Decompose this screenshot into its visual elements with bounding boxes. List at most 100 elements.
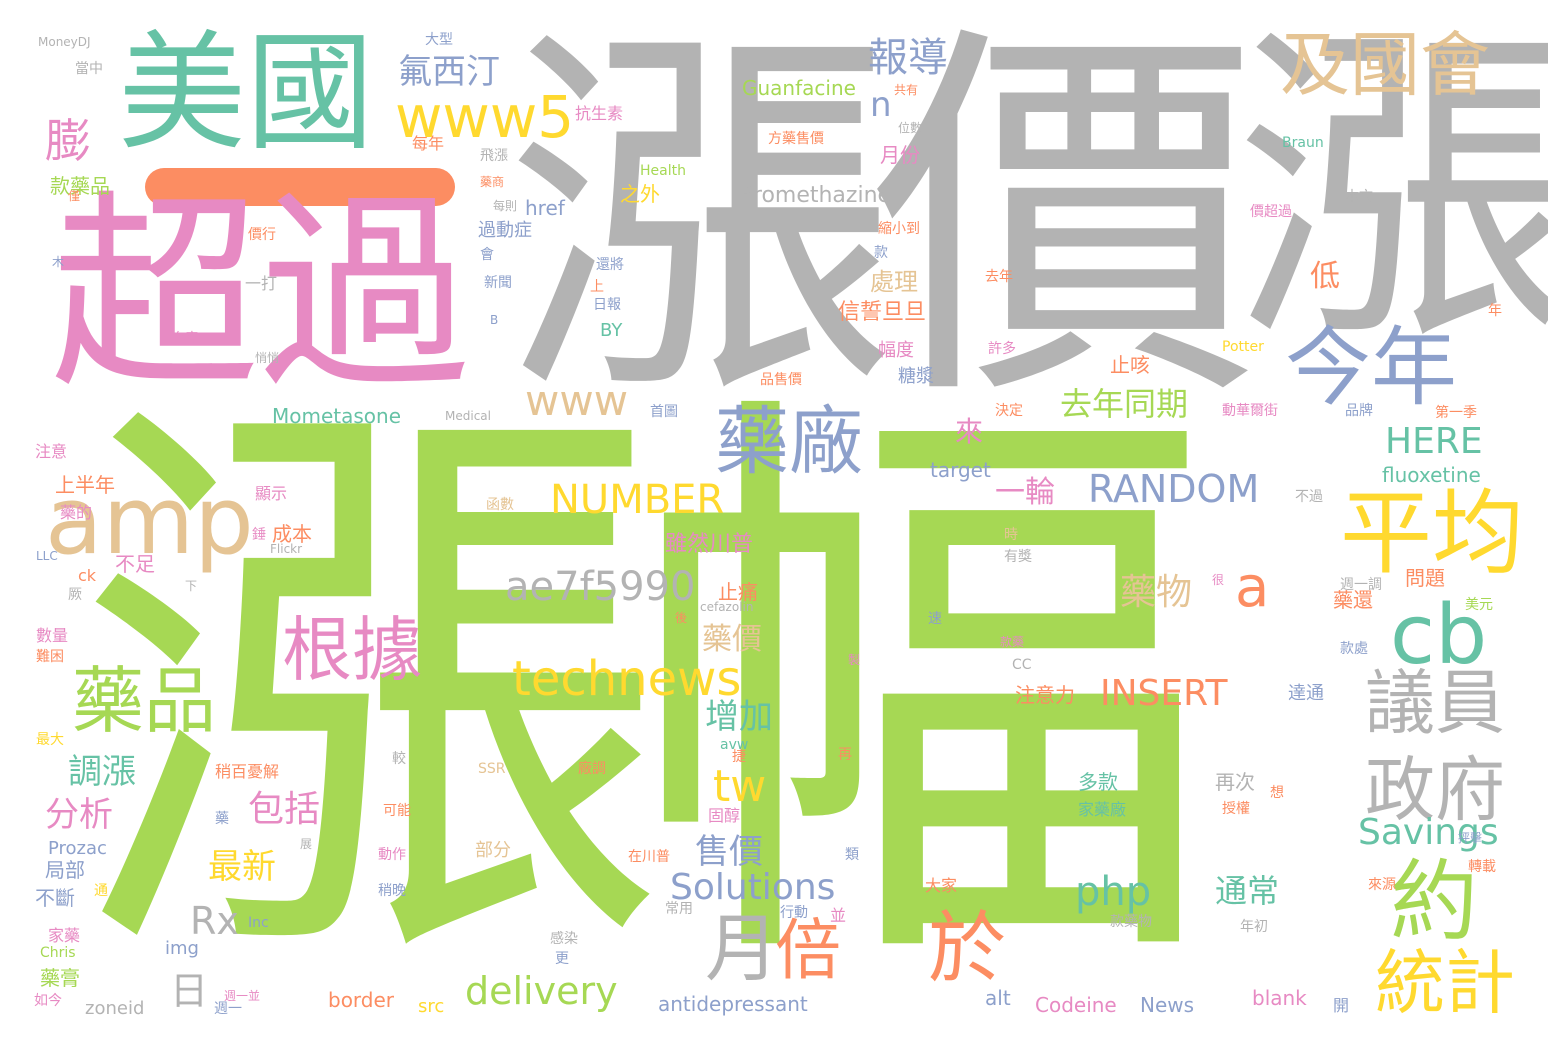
cloud-word: 於 — [928, 904, 1007, 994]
cloud-word: 款藥 — [1000, 635, 1025, 649]
cloud-word: News — [1140, 993, 1195, 1017]
cloud-word: zoneid — [85, 998, 145, 1019]
cloud-word: avw — [720, 737, 749, 753]
cloud-word: 數量 — [36, 626, 69, 645]
cloud-word: 今年 — [1285, 318, 1457, 418]
cloud-word: 許多 — [988, 341, 1016, 357]
cloud-word: 超過 — [50, 172, 471, 417]
cloud-word: 飛漲 — [480, 148, 508, 164]
cloud-word: 價行 — [248, 227, 276, 243]
cloud-word: 款 — [874, 245, 888, 261]
cloud-word: Solutions — [670, 867, 836, 908]
cloud-word: 止痛 — [718, 580, 758, 604]
cloud-word: HERE — [1385, 421, 1483, 462]
cloud-word: antidepressant — [658, 992, 808, 1016]
cloud-word: 局部 — [45, 858, 85, 882]
cloud-word: 抨擊 — [1458, 831, 1483, 845]
cloud-word: 處理 — [870, 268, 918, 296]
cloud-word: 款處 — [1340, 641, 1368, 657]
cloud-word: 品牌 — [1345, 403, 1373, 419]
cloud-word: 週一 — [214, 1001, 242, 1017]
cloud-word: 根據 — [282, 609, 422, 691]
cloud-word: www5 — [395, 83, 575, 151]
cloud-word: amp — [45, 467, 254, 576]
cloud-word: 家藥廠 — [1078, 800, 1127, 819]
decorative-bar — [145, 168, 455, 206]
cloud-word: 報導 — [868, 35, 948, 81]
cloud-word: 注意 — [35, 442, 68, 461]
cloud-word: 木 — [52, 255, 65, 269]
cloud-word: 每年 — [412, 134, 445, 153]
cloud-word: 售價 — [695, 832, 763, 872]
cloud-word: 藥商 — [480, 175, 505, 189]
cloud-word: 不足 — [115, 552, 155, 576]
cloud-word: 款藥品 — [50, 174, 110, 198]
cloud-word: BY — [600, 320, 623, 341]
cloud-word: 成本 — [272, 522, 312, 546]
cloud-word: 藥廠 — [715, 399, 863, 485]
cloud-word: Braun — [1282, 135, 1324, 151]
cloud-word: Chris — [40, 945, 76, 961]
cloud-word: 達通 — [1288, 683, 1324, 704]
cloud-word: 捷 — [732, 749, 746, 765]
cloud-word: NUMBER — [550, 477, 725, 523]
cloud-word: Rx — [190, 899, 239, 943]
cloud-word: 及國會 — [1280, 24, 1490, 106]
cloud-word: 有獎 — [1004, 549, 1032, 565]
cloud-word: 分析 — [45, 795, 113, 835]
cloud-word: www — [525, 376, 629, 425]
cloud-word: 包括 — [248, 789, 321, 830]
cloud-word: border — [328, 988, 395, 1012]
cloud-word: n — [870, 85, 892, 125]
cloud-word: 錘 — [252, 527, 266, 543]
cloud-word: Potter — [1222, 339, 1264, 355]
cloud-word: 倍 — [775, 912, 841, 989]
cloud-word: 還將 — [596, 257, 624, 273]
cloud-word: 類 — [845, 847, 859, 863]
cloud-word: 常用 — [665, 901, 693, 917]
cloud-word: 藥的 — [60, 503, 93, 522]
cloud-word: 本文 — [1345, 189, 1373, 205]
cloud-word: Codeine — [1035, 993, 1117, 1017]
cloud-word: 問題 — [1405, 566, 1445, 590]
cloud-word: 日 — [170, 969, 209, 1013]
cloud-word: 授權 — [1222, 801, 1250, 817]
cloud-word: CC — [1012, 657, 1032, 673]
cloud-word: 不過 — [1295, 489, 1323, 505]
cloud-word: MoneyDJ — [38, 35, 91, 49]
cloud-word: img — [165, 938, 199, 959]
cloud-word: 去年同期 — [1060, 385, 1189, 423]
cloud-word: 一輪 — [995, 475, 1055, 510]
cloud-word: 月 — [705, 906, 779, 992]
cloud-word: 顯示 — [255, 484, 288, 503]
cloud-word: 多款 — [1078, 770, 1118, 794]
cloud-word: 品售價 — [760, 372, 802, 388]
cloud-word: 氟西汀 — [398, 52, 500, 92]
cloud-word: php — [1075, 869, 1152, 915]
cloud-word: 方藥售價 — [768, 131, 824, 147]
cloud-word: Flickr — [270, 542, 303, 556]
cloud-word: 月份 — [880, 143, 920, 167]
cloud-word: 美國 — [118, 19, 375, 168]
cloud-word: 增加 — [705, 697, 773, 737]
cloud-word: ae7f5990 — [505, 564, 696, 610]
cloud-word: Guanfacine — [742, 76, 856, 100]
cloud-word: 在川普 — [628, 849, 670, 865]
cloud-word: 大型 — [425, 32, 453, 48]
cloud-word: 難困 — [36, 649, 64, 665]
cloud-word: a — [1235, 555, 1270, 620]
cloud-word: 感染 — [550, 931, 578, 947]
cloud-word: 藥價 — [702, 622, 762, 657]
cloud-word: 大家 — [925, 876, 958, 895]
cloud-word: alt — [985, 986, 1011, 1010]
cloud-word: SSR — [478, 761, 506, 777]
cloud-word: 稍百憂解 — [215, 762, 280, 781]
cloud-word: 不斷 — [35, 886, 75, 910]
cloud-word: INSERT — [1100, 673, 1228, 714]
cloud-word: 政府 — [1365, 749, 1505, 831]
cloud-word: 時 — [1004, 527, 1018, 543]
cloud-word: 每則 — [493, 199, 518, 213]
cloud-word: Medical — [445, 409, 491, 423]
cloud-word: 低 — [1310, 259, 1340, 294]
cloud-word: 抗生素 — [575, 104, 624, 123]
